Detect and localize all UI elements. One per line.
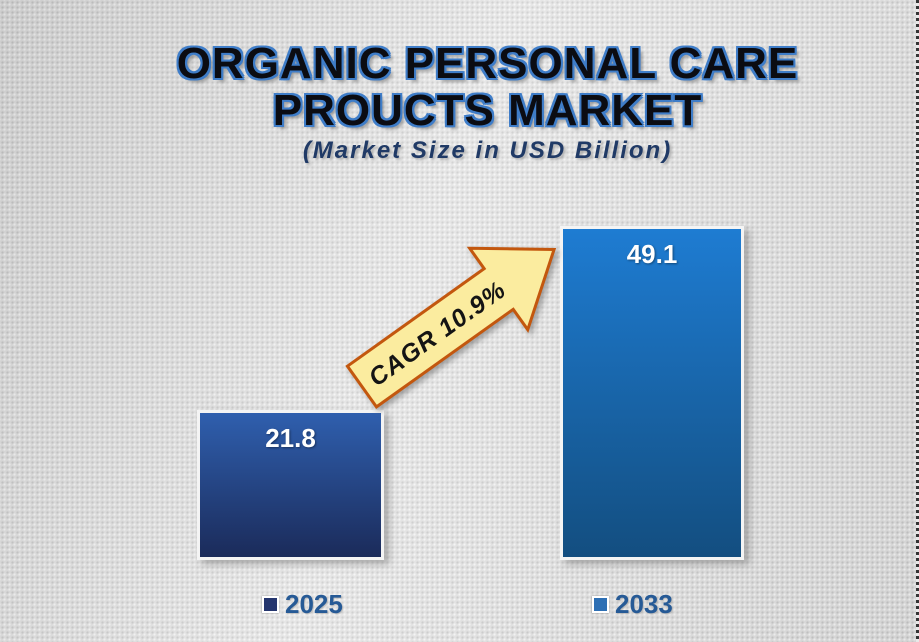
growth-arrow-icon: CAGR 10.9%: [345, 246, 557, 409]
cagr-arrow-shape: [345, 246, 557, 409]
chart-title-line2: PROUCTS MARKET: [272, 86, 703, 135]
chart-title-line1: ORGANIC PERSONAL CARE: [176, 39, 799, 88]
legend-item-2025: 2025: [262, 588, 343, 619]
legend-label-2033: 2033: [615, 588, 673, 619]
chart-title-block: ORGANIC PERSONAL CARE PROUCTS MARKET (Ma…: [28, 40, 919, 165]
legend-marker-2025: [262, 595, 279, 613]
cagr-label: CAGR 10.9%: [364, 276, 512, 393]
bar-2033-value-label: 49.1: [626, 239, 678, 269]
bar-2033: 49.1: [560, 226, 744, 560]
legend-marker-2033: [592, 595, 609, 613]
chart-subtitle: (Market Size in USD Billion): [302, 137, 673, 164]
bar-2025: 21.8: [197, 410, 384, 560]
right-edge-artifact: [916, 0, 919, 642]
bar-2025-value-label: 21.8: [265, 423, 316, 453]
legend-label-2025: 2025: [285, 588, 343, 619]
legend-item-2033: 2033: [592, 588, 673, 619]
